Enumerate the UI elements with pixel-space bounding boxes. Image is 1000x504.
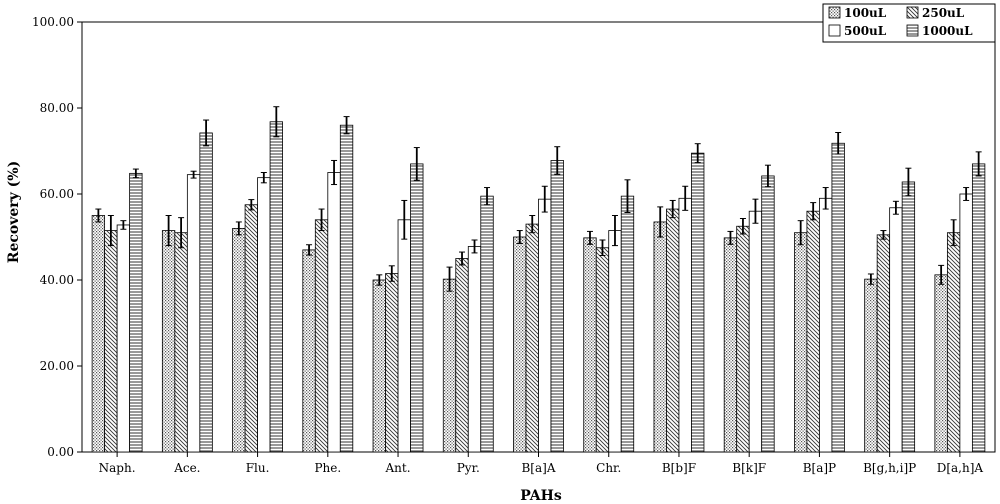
bar	[314, 219, 329, 453]
bar	[666, 208, 680, 453]
bar	[232, 227, 246, 453]
legend-label: 1000uL	[922, 24, 973, 38]
x-tick-label: D[a,h]A	[937, 461, 984, 475]
x-tick-label: B[k]F	[732, 461, 766, 475]
bar	[971, 163, 986, 453]
bar	[339, 124, 354, 453]
legend-label: 100uL	[844, 6, 887, 20]
bar	[583, 237, 597, 453]
bar	[442, 278, 457, 453]
legend-swatch	[828, 6, 841, 19]
bar	[691, 152, 705, 453]
bar	[257, 177, 271, 453]
bar	[761, 175, 775, 453]
bar	[269, 121, 283, 453]
legend: 100uL 250uL 500uL 1000uL	[822, 3, 996, 43]
legend-swatch	[906, 24, 919, 37]
x-axis: Naph. Ace. Flu. Phe. Ant. Pyr. B[a]A Chr. B[b]F B…	[99, 452, 984, 475]
x-tick-label: Phe.	[314, 461, 341, 475]
bar	[410, 163, 424, 453]
x-tick-label: Chr.	[596, 461, 621, 475]
bar	[455, 258, 469, 453]
bar	[819, 197, 833, 453]
bar	[199, 132, 213, 453]
y-tick-label: 80.00	[40, 101, 74, 115]
x-tick-label: B[g,h,i]P	[863, 461, 916, 475]
bar	[129, 172, 143, 453]
bar	[397, 219, 411, 453]
x-tick-label: Ace.	[173, 461, 200, 475]
legend-swatch	[828, 24, 841, 37]
bar	[959, 193, 973, 453]
bar	[901, 181, 916, 453]
y-axis-title: Recovery (%)	[6, 161, 22, 263]
bar	[946, 232, 961, 453]
bar	[116, 224, 131, 453]
bar	[161, 230, 176, 453]
y-tick-label: 60.00	[40, 187, 74, 201]
bar	[806, 210, 820, 453]
bar	[864, 278, 878, 453]
bar	[327, 172, 341, 453]
error-bars-group	[95, 106, 982, 292]
bar	[595, 247, 610, 453]
bar	[480, 195, 494, 453]
y-axis: 0.00 20.00 40.00 60.00 80.00 100.00	[32, 15, 82, 459]
bar	[934, 274, 948, 453]
bar	[678, 197, 692, 453]
x-tick-label: B[b]F	[662, 461, 696, 475]
legend-label: 500uL	[844, 24, 887, 38]
legend-swatch	[906, 6, 919, 19]
x-tick-label: Naph.	[99, 461, 136, 475]
y-tick-label: 0.00	[47, 445, 74, 459]
bar	[174, 232, 188, 453]
bar	[186, 174, 201, 453]
legend-label: 250uL	[922, 6, 965, 20]
bar	[385, 273, 399, 453]
bar	[794, 232, 808, 453]
bar	[736, 225, 750, 453]
x-tick-label: Ant.	[385, 461, 411, 475]
x-tick-label: Flu.	[246, 461, 270, 475]
bar	[620, 195, 635, 453]
x-tick-label: B[a]A	[521, 461, 555, 475]
x-tick-label: Pyr.	[457, 461, 480, 475]
bar	[748, 210, 763, 453]
bar	[372, 279, 386, 453]
bar	[467, 246, 482, 453]
bar	[831, 142, 845, 453]
bar	[302, 249, 316, 453]
bar	[538, 198, 552, 453]
bar	[608, 230, 622, 453]
x-tick-label: B[a]P	[803, 461, 836, 475]
bars-group	[91, 121, 986, 453]
bar	[104, 230, 118, 453]
bar	[723, 237, 738, 453]
bar	[876, 234, 891, 453]
x-axis-title: PAHs	[520, 488, 562, 504]
y-tick-label: 20.00	[40, 359, 74, 373]
bar	[244, 204, 258, 453]
bar	[653, 221, 667, 453]
y-tick-label: 100.00	[32, 15, 74, 29]
bar	[91, 215, 106, 453]
bar	[513, 236, 527, 453]
bar	[550, 160, 564, 453]
y-tick-label: 40.00	[40, 273, 74, 287]
bar	[525, 223, 539, 453]
bar	[889, 207, 903, 453]
